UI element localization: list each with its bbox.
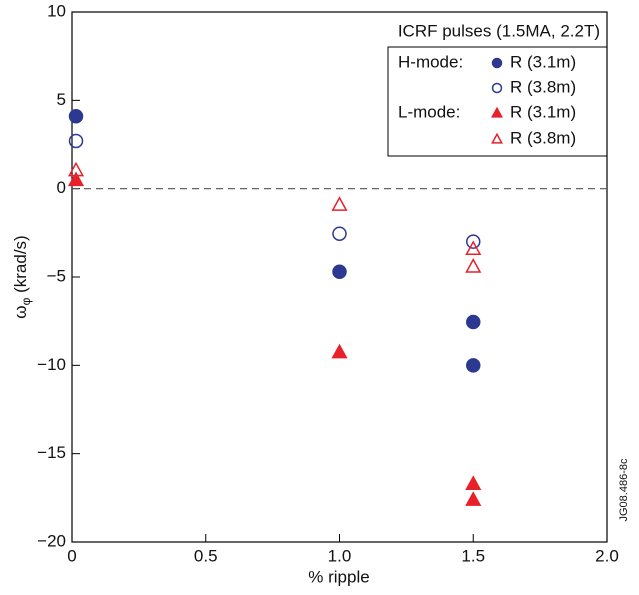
x-tick-label: 1.5 [461, 546, 485, 565]
point [465, 475, 482, 491]
legend-box [387, 46, 608, 157]
legend-marker [491, 57, 503, 69]
x-axis-label: % ripple [308, 567, 369, 586]
y-tick-label: 10 [47, 1, 66, 20]
y-tick-label: −5 [47, 266, 66, 285]
point [331, 196, 348, 211]
y-label-unit: (krad/s) [11, 235, 30, 297]
point [466, 234, 481, 249]
legend-group: L-mode: [398, 102, 460, 121]
y-axis-label: ωφ (krad/s) [11, 235, 33, 318]
point [68, 133, 84, 149]
legend-marker [491, 82, 503, 94]
point [67, 171, 85, 187]
legend-label: R (3.8m) [510, 128, 576, 147]
y-tick-label: −15 [37, 443, 66, 462]
legend-group: H-mode: [398, 52, 463, 71]
legend-label: R (3.1m) [510, 102, 576, 121]
side-note: JG08.486-8c [618, 458, 630, 521]
x-tick-label: 0.5 [194, 546, 218, 565]
x-tick-label: 0 [67, 546, 76, 565]
y-tick-label: 0 [57, 178, 66, 197]
y-label-sub: φ [19, 297, 33, 305]
point [465, 258, 482, 273]
legend-marker [491, 106, 503, 118]
y-label-symbol: ω [11, 305, 30, 318]
y-tick-label: −20 [37, 531, 66, 550]
legend-label: R (3.8m) [510, 77, 576, 96]
point [331, 343, 348, 359]
point [466, 314, 481, 330]
legend-marker [491, 132, 503, 144]
point [332, 264, 347, 279]
legend-title: ICRF pulses (1.5MA, 2.2T) [398, 21, 600, 40]
point [465, 240, 482, 256]
y-tick-label: 5 [57, 90, 66, 109]
legend-label: R (3.1m) [510, 52, 576, 71]
point [68, 108, 84, 124]
point [332, 226, 347, 241]
point [466, 358, 481, 373]
point [465, 491, 482, 506]
x-tick-label: 1.0 [328, 546, 352, 565]
x-tick-label: 2.0 [595, 546, 619, 565]
y-tick-label: −10 [37, 355, 66, 374]
point [67, 161, 85, 177]
